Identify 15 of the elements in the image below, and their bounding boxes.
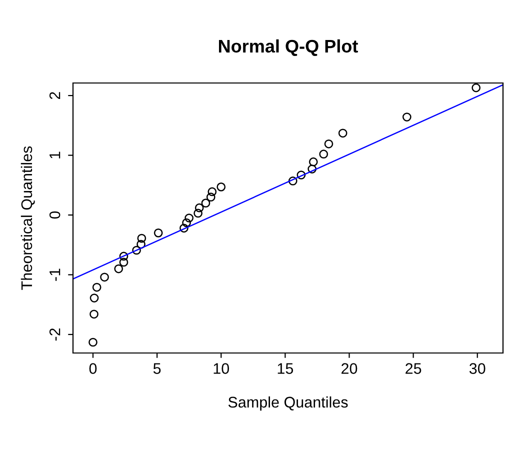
y-tick-label: 1 bbox=[50, 152, 60, 158]
y-tick-label: 2 bbox=[49, 92, 60, 100]
y-tick-label: -2 bbox=[49, 328, 60, 341]
x-axis-title: Sample Quantiles bbox=[228, 396, 348, 411]
x-tick-label: 25 bbox=[406, 363, 422, 374]
y-tick-label: 0 bbox=[49, 211, 60, 219]
x-tick-label: 30 bbox=[469, 363, 486, 374]
chart-title: Normal Q-Q Plot bbox=[218, 39, 358, 56]
x-tick-label: 5 bbox=[153, 363, 161, 374]
x-tick-label: 10 bbox=[214, 363, 230, 374]
y-axis-title: Theoretical Quantiles bbox=[20, 146, 35, 290]
y-tick-label: -1 bbox=[50, 268, 60, 281]
x-tick-label: 20 bbox=[342, 363, 358, 374]
x-tick-label: 0 bbox=[89, 363, 97, 374]
x-tick-label: 15 bbox=[278, 363, 294, 374]
